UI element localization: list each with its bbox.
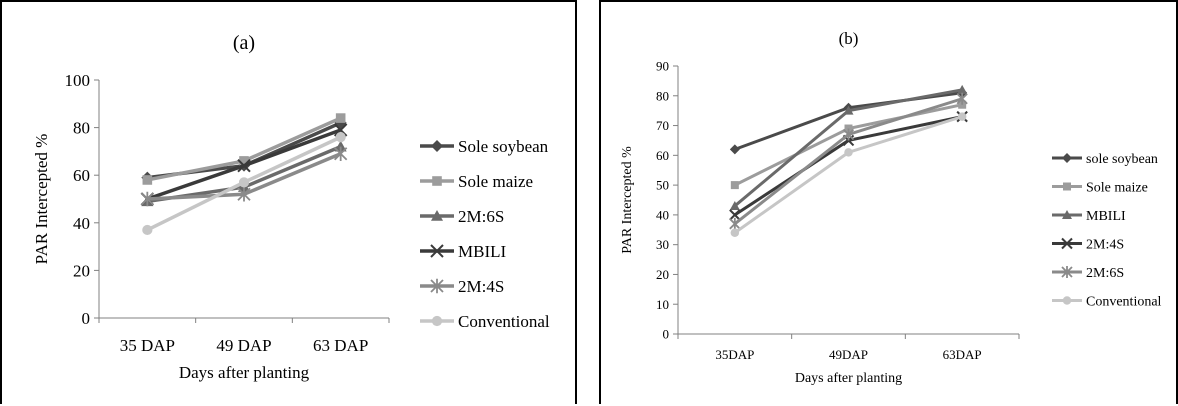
chart-b-legend-marker [1062,210,1072,219]
chart-b-series-0 [729,87,968,155]
chart-b-ylabel: PAR Intercepted % [620,146,635,254]
chart-b-data-point [956,92,968,105]
chart-a-xlabel: Days after planting [179,363,310,382]
chart-a-ytick-label: 40 [73,214,90,233]
chart-b-legend-label: MBILI [1086,209,1126,224]
chart-b-legend-label: sole soybean [1086,152,1158,167]
chart-b-ytick-label: 90 [656,59,669,74]
chart-panel-a: (a) 0 20 40 60 80 100 35 DAP 49 DAP 63 DAP Days af… [0,0,577,404]
chart-a-xtick-label: 63 DAP [313,336,368,355]
chart-b-series-2 [729,84,968,210]
chart-a-legend-marker [430,278,444,294]
chart-a-title: (a) [233,32,255,54]
chart-a-legend-label: Conventional [458,312,550,331]
chart-b-data-point [844,148,853,157]
chart-b-legend-label: 2M:6S [1086,266,1124,281]
chart-b-ytick-label: 40 [656,207,669,222]
chart-b-data-point [729,144,740,155]
chart-a-data-point [239,156,249,166]
chart-a-legend-label: 2M:4S [458,277,504,296]
chart-b-legend-marker [1061,237,1073,250]
chart-b-xtick-label: 63DAP [943,347,982,362]
chart-b-ytick-label: 0 [663,327,670,342]
chart-a-ytick-label: 100 [65,71,91,90]
chart-b-ytick-label: 50 [656,178,669,193]
chart-b-data-point [729,209,741,221]
chart-a-data-point [142,224,153,236]
chart-b-series-5 [730,112,967,238]
chart-b-legend-label: Conventional [1086,294,1162,309]
chart-b-ytick-label: 80 [656,88,669,103]
chart-a-data-point [238,177,250,188]
chart-b-data-point [730,181,739,190]
chart-a-data-point [237,187,251,202]
chart-a-data-point [335,132,346,143]
chart-a-xtick-label: 35 DAP [120,336,175,355]
chart-a-ylabel: PAR Intercepted % [32,134,51,265]
chart-b-xtick-label: 35DAP [715,347,754,362]
chart-a-data-point [334,140,347,152]
chart-b-ytick-label: 30 [656,237,669,252]
chart-b-legend-label: 2M:4S [1086,237,1124,252]
chart-a-legend-marker [431,140,443,152]
chart-a-legend-label: Sole maize [458,172,533,191]
chart-b-ytick-label: 10 [656,297,669,312]
chart-a-ytick-label: 80 [73,119,90,138]
chart-a-series-1 [142,113,346,185]
chart-b-data-point [843,105,854,115]
chart-panel-b: (b) 0 10 20 30 40 50 60 70 80 90 35DAP 49DAP 63DAP Day… [599,0,1178,404]
chart-b-data-point [729,217,741,230]
chart-b-data-point [957,112,967,121]
chart-b-data-point [842,128,855,141]
chart-b-svg: (b) 0 10 20 30 40 50 60 70 80 90 35DAP 49DAP 63DAP Day… [620,29,1162,386]
chart-a-data-point [140,191,154,207]
chart-a-data-point [335,113,346,123]
chart-a-data-point [237,158,251,173]
chart-a-legend-marker [432,176,442,186]
chart-b-series-4 [729,92,968,230]
chart-a-series-4 [140,146,348,207]
chart-b-xlabel: Days after planting [795,371,902,386]
chart-b-legend-label: Sole maize [1086,180,1148,195]
chart-a-legend-label: Sole soybean [458,137,549,156]
chart-a-series-5 [142,132,346,236]
chart-b-ytick-label: 20 [656,267,669,282]
chart-a-legend-label: 2M:6S [458,207,504,226]
chart-b-data-point [957,84,968,94]
chart-b-xtick-label: 49DAP [829,347,868,362]
chart-b-legend-marker [1062,296,1072,305]
chart-a-data-point [142,175,153,185]
chart-a-data-point [334,146,348,161]
chart-a-ytick-label: 0 [82,309,91,328]
chart-a-ytick-label: 60 [73,166,90,185]
chart-a-legend-marker [430,244,444,258]
chart-b-legend-marker [1062,153,1072,163]
chart-a-xtick-label: 49 DAP [216,336,271,355]
chart-b-legend-marker [1061,266,1073,278]
chart-b-series-line [733,97,963,226]
chart-b-ytick-label: 60 [656,148,669,163]
chart-a-ytick-label: 20 [73,261,90,280]
chart-b-title: (b) [839,29,859,48]
chart-b-data-point [729,200,740,210]
chart-b-ytick-label: 70 [656,118,669,133]
chart-a-legend-marker [431,210,443,221]
chart-b-series-line [734,103,963,187]
chart-a-legend-marker [431,315,443,327]
chart-b-legend-marker [1063,182,1071,191]
chart-b-data-point [730,228,740,238]
chart-a-legend-label: MBILI [458,242,507,261]
